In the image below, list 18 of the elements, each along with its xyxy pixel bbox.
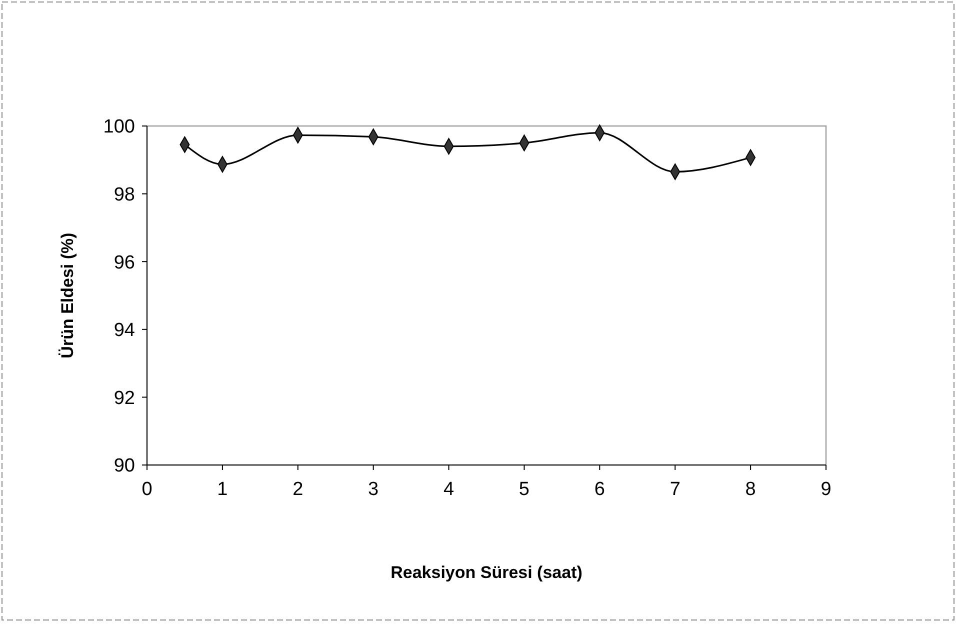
y-tick-label: 92 bbox=[114, 388, 135, 409]
x-axis-title: Reaksiyon Süresi (saat) bbox=[390, 563, 582, 582]
y-tick-label: 90 bbox=[114, 456, 135, 477]
x-tick-label: 1 bbox=[217, 479, 228, 500]
x-tick-label: 4 bbox=[443, 479, 454, 500]
x-tick-label: 9 bbox=[820, 479, 832, 500]
y-tick-label: 94 bbox=[114, 320, 136, 342]
y-tick-label: 98 bbox=[114, 184, 135, 206]
y-tick-label: 96 bbox=[114, 252, 135, 274]
x-tick-label: 7 bbox=[670, 479, 680, 500]
x-tick-label: 8 bbox=[745, 479, 756, 500]
x-tick-label: 5 bbox=[518, 479, 530, 500]
x-tick-label: 2 bbox=[292, 479, 304, 500]
x-tick-label: 6 bbox=[594, 479, 605, 500]
y-axis-title: Ürün Eldesi (%) bbox=[58, 232, 77, 358]
y-tick-label: 100 bbox=[103, 116, 135, 138]
x-tick-label: 3 bbox=[368, 479, 379, 500]
x-tick-label: 0 bbox=[142, 479, 152, 500]
